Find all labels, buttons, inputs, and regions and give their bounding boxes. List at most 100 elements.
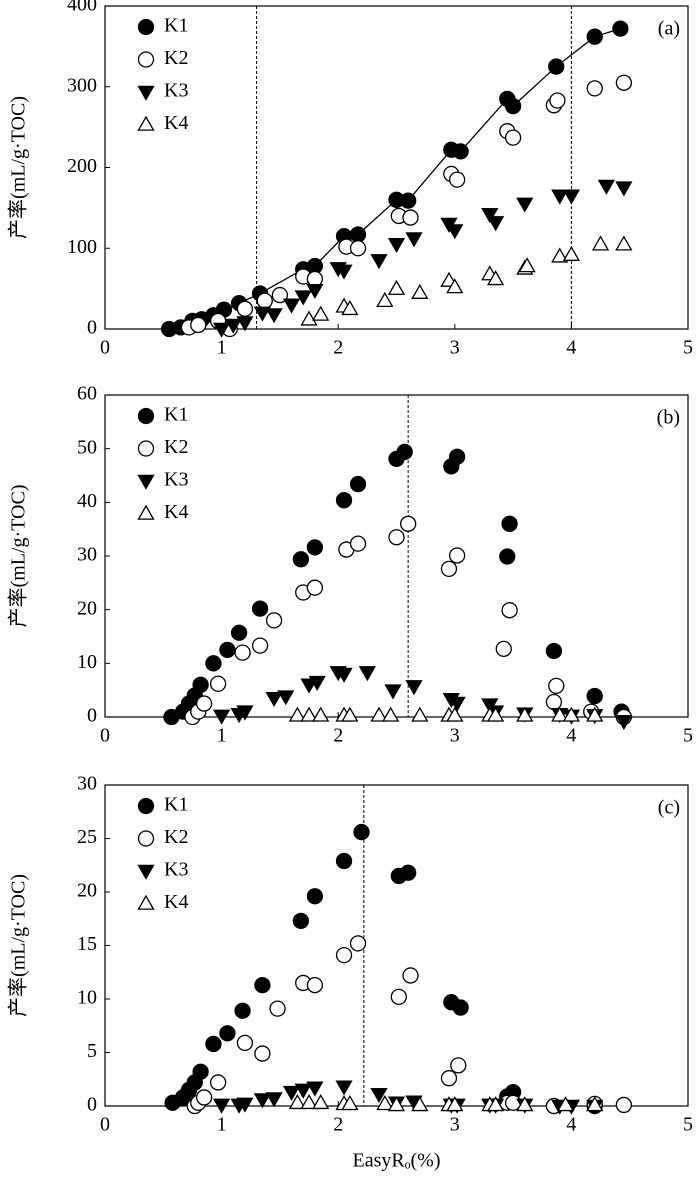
marker [387, 279, 406, 295]
marker [446, 278, 464, 294]
legend-marker [137, 407, 155, 425]
x-tick-label: 5 [683, 725, 693, 747]
legend-label: K3 [164, 80, 188, 102]
marker [253, 1093, 272, 1109]
marker [236, 300, 254, 317]
marker [440, 1070, 458, 1087]
legend-label: K4 [164, 891, 188, 913]
marker [269, 1000, 286, 1017]
y-tick-label: 60 [77, 383, 97, 405]
marker [234, 644, 251, 661]
marker [254, 976, 271, 994]
marker [586, 28, 603, 45]
marker [190, 316, 207, 334]
marker [400, 864, 417, 881]
marker [288, 706, 307, 722]
marker [292, 912, 310, 930]
marker [518, 257, 536, 273]
legend-marker [137, 440, 155, 457]
marker [219, 1025, 236, 1042]
legend-label: K2 [164, 47, 188, 69]
marker [341, 1095, 359, 1111]
marker [282, 1085, 301, 1101]
panel: 0 1 2 3 4 5 0 100 200 300 400 产率(mL/g·TOC) (a) K1 K2 K3… [7, 0, 693, 359]
marker [486, 216, 505, 232]
marker [219, 641, 236, 659]
legend-marker [137, 894, 155, 910]
y-tick-label: 25 [77, 826, 97, 848]
marker [370, 706, 388, 722]
y-tick-label: 200 [67, 155, 97, 177]
y-tick-label: 0 [87, 705, 97, 727]
marker [300, 706, 318, 722]
marker [495, 640, 512, 657]
legend-marker [137, 474, 155, 490]
marker [236, 1097, 254, 1113]
y-axis-label: 产率(mL/g·TOC) [7, 485, 30, 628]
marker [292, 551, 310, 568]
x-tick-label: 0 [100, 725, 110, 747]
x-tick-label: 1 [217, 725, 227, 747]
marker [265, 308, 283, 324]
marker [192, 1063, 209, 1080]
legend-label: K3 [164, 859, 188, 881]
x-tick-label: 0 [100, 337, 110, 359]
marker [402, 967, 419, 984]
marker [551, 247, 569, 263]
marker [294, 290, 312, 306]
y-tick-label: 30 [77, 773, 97, 795]
marker [300, 310, 318, 326]
marker [308, 675, 326, 691]
marker [586, 687, 603, 705]
legend-label: K4 [164, 501, 188, 523]
x-tick-label: 3 [450, 725, 460, 747]
marker [551, 706, 569, 722]
marker [335, 852, 353, 870]
y-tick-label: 400 [67, 0, 97, 16]
legend-marker [137, 504, 155, 520]
marker [306, 976, 324, 994]
marker [335, 946, 353, 964]
marker [209, 1074, 227, 1091]
marker [486, 706, 505, 722]
marker [212, 709, 231, 725]
marker [388, 529, 405, 546]
marker [504, 97, 522, 115]
x-tick-label: 4 [566, 337, 576, 359]
marker [230, 624, 248, 641]
marker [448, 448, 466, 465]
marker [615, 74, 633, 91]
marker [335, 264, 353, 280]
marker [481, 208, 499, 224]
marker [349, 535, 367, 552]
plot-frame [104, 784, 689, 1107]
marker [341, 706, 359, 722]
legend-marker [137, 51, 155, 68]
marker [370, 1087, 388, 1104]
x-tick-label: 5 [683, 337, 693, 359]
marker [254, 1045, 271, 1062]
y-tick-label: 20 [77, 880, 97, 902]
marker [387, 1096, 406, 1112]
marker [212, 1098, 231, 1114]
marker [236, 316, 254, 332]
marker [209, 675, 227, 692]
legend-label: K2 [164, 826, 188, 848]
marker [448, 696, 466, 712]
y-tick-label: 0 [87, 317, 97, 339]
legend-label: K1 [164, 15, 188, 37]
marker [306, 888, 324, 905]
marker [405, 680, 423, 696]
y-tick-label: 40 [77, 490, 97, 512]
marker [205, 1035, 222, 1053]
marker [446, 1096, 464, 1112]
marker [396, 443, 413, 461]
y-axis-label: 产率(mL/g·TOC) [7, 96, 30, 239]
panel-label: (a) [658, 18, 680, 40]
marker [400, 515, 417, 532]
marker [236, 1034, 254, 1052]
marker [411, 1096, 429, 1112]
marker [548, 58, 565, 75]
marker [205, 655, 222, 672]
panel-label: (c) [658, 797, 680, 819]
